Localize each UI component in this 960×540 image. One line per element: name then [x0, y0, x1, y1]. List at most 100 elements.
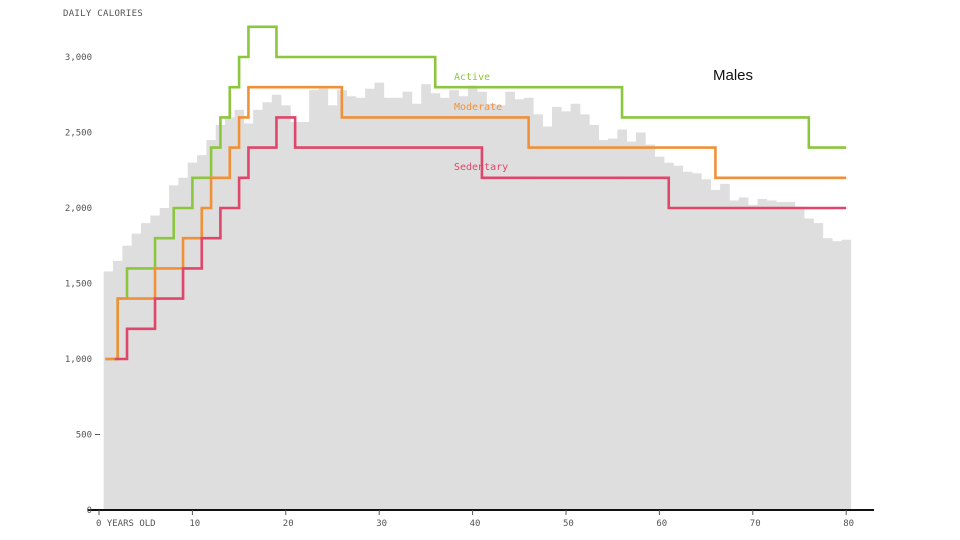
histogram-bar [776, 201, 786, 510]
histogram-bar [523, 97, 534, 511]
histogram-bar [673, 165, 684, 510]
x-tick-label: 70 [750, 519, 761, 529]
y-tick-label: 0 [87, 506, 92, 516]
histogram-bar [533, 114, 543, 510]
histogram-bar [309, 90, 319, 510]
histogram-bar [580, 114, 590, 510]
series-line-moderate [105, 85, 847, 361]
histogram-bar [570, 103, 581, 510]
histogram-bar [197, 155, 207, 510]
histogram-bar [514, 99, 525, 510]
histogram-bar [664, 162, 674, 510]
histogram-bar [748, 204, 758, 511]
series-line-sedentary [114, 116, 847, 361]
x-tick-label: 10 [189, 519, 200, 529]
histogram-bar [841, 239, 852, 510]
x-tick-label: 50 [563, 519, 574, 529]
labels: DAILY CALORIES Males Active Moderate Seden… [63, 9, 753, 173]
histogram-bar [103, 271, 114, 510]
histogram-bar [467, 85, 478, 510]
histogram-bar [271, 94, 282, 510]
histogram-bar [645, 144, 656, 510]
histogram-bar [327, 105, 338, 510]
histogram-bar [402, 91, 413, 510]
histogram-bar [150, 215, 161, 511]
histogram-bar [458, 96, 469, 510]
histogram-bar [113, 260, 123, 510]
histogram-bar [701, 179, 712, 510]
histogram-bar [253, 109, 263, 510]
y-tick-label: 3,000 [65, 53, 92, 63]
histogram-bar [421, 84, 431, 511]
histogram-bar [813, 223, 824, 510]
y-axis-title: DAILY CALORIES [63, 9, 143, 19]
histogram-bar [169, 185, 179, 510]
histogram-bar [636, 132, 646, 510]
x-tick-label: 30 [376, 519, 387, 529]
histogram-bar [225, 117, 235, 511]
histogram-bar [337, 90, 347, 510]
histogram-bar [692, 173, 702, 510]
x-tick-label: 20 [283, 519, 294, 529]
series-label-active: Active [454, 72, 490, 83]
histogram-bar [449, 90, 459, 510]
histogram-bar [439, 97, 450, 511]
histogram-bar [495, 105, 506, 510]
histogram-bar [355, 97, 366, 511]
histogram-bar [710, 189, 721, 510]
y-tick-label: 2,000 [65, 204, 92, 214]
histogram-bar [654, 156, 665, 510]
histogram-bar [729, 200, 740, 510]
histogram-bar [682, 171, 693, 510]
histogram-bar [131, 233, 142, 511]
histogram-bar [318, 88, 329, 511]
axes: 0 500 1,000 1,500 2,000 2,500 3,000 0 YEARS OLD… [65, 53, 874, 529]
histogram-bar [626, 141, 637, 510]
histogram-bar [561, 111, 571, 511]
histogram-bar [617, 129, 628, 511]
histogram-bar [430, 93, 441, 511]
histogram-bar [187, 162, 198, 510]
histogram-bar [262, 102, 273, 511]
histogram-bar [206, 140, 217, 511]
x-tick-label: 80 [843, 519, 854, 529]
histogram-bar [290, 121, 301, 511]
histogram-bar [374, 82, 385, 511]
x-tick-label: 40 [470, 519, 481, 529]
histogram-bar [365, 88, 375, 511]
histogram-bar [589, 124, 599, 510]
x-tick-label: 0 YEARS OLD [96, 519, 156, 529]
series-label-moderate: Moderate [454, 102, 502, 113]
histogram-bar [551, 106, 562, 510]
histogram-bar [505, 91, 515, 510]
histogram-bar [757, 198, 768, 510]
y-tick-label: 1,500 [65, 280, 92, 290]
histogram-bar [178, 177, 189, 511]
series-lines [105, 25, 847, 361]
histogram-bar [281, 105, 291, 510]
x-tick-label: 60 [656, 519, 667, 529]
chart-title: Males [713, 67, 753, 84]
histogram-bar [794, 206, 805, 511]
histogram-bar [411, 103, 422, 510]
histogram-bars [103, 82, 852, 511]
series-label-sedentary: Sedentary [454, 162, 508, 173]
y-tick-label: 1,000 [65, 355, 92, 365]
histogram-bar [393, 97, 403, 511]
histogram-bar [215, 124, 226, 510]
histogram-bar [720, 183, 730, 510]
histogram-bar [542, 126, 553, 511]
histogram-bar [785, 201, 796, 510]
y-tick-label: 2,500 [65, 129, 92, 139]
y-tick-label: 500 [76, 431, 92, 441]
histogram-bar [346, 96, 357, 510]
histogram-bar [738, 197, 749, 510]
histogram-bar [804, 218, 814, 510]
histogram-bar [477, 91, 487, 510]
histogram-bar [243, 123, 254, 510]
series-line-active [105, 25, 847, 361]
histogram-bar [122, 245, 132, 510]
histogram-bar [822, 238, 833, 510]
histogram-bar [383, 97, 394, 511]
